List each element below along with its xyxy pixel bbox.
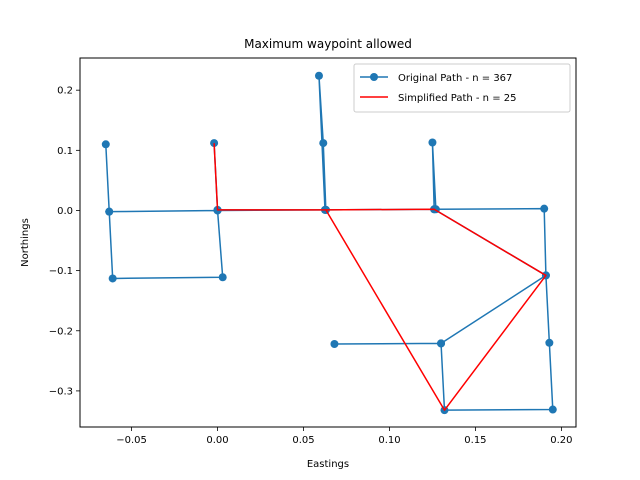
- data-point: [540, 204, 549, 213]
- x-axis-ticks: −0.05 0.00 0.05 0.10 0.15 0.20: [116, 427, 573, 446]
- series-1: [101, 71, 557, 415]
- x-axis-label: Eastings: [307, 459, 349, 470]
- data-point: [101, 140, 110, 149]
- data-point: [105, 207, 114, 216]
- series-line: [213, 143, 547, 411]
- legend: Original Path - n = 367 Simplified Path -…: [353, 63, 571, 113]
- y-tick-label: −0.3: [49, 386, 73, 397]
- chart-title: Maximum waypoint allowed: [244, 37, 412, 51]
- data-point: [218, 273, 227, 282]
- y-tick-label: 0.2: [57, 86, 73, 97]
- data-point: [330, 339, 339, 348]
- data-point: [319, 139, 328, 148]
- x-tick-label: 0.10: [378, 435, 400, 446]
- data-point: [428, 138, 437, 147]
- series-layer: [101, 71, 557, 415]
- legend-box: [353, 63, 571, 113]
- y-tick-label: 0.1: [57, 146, 73, 157]
- data-point: [437, 339, 446, 348]
- x-tick-label: −0.05: [116, 435, 147, 446]
- axes-frame: [79, 57, 577, 428]
- x-tick-label: 0.05: [292, 435, 314, 446]
- plot-area: −0.05 0.00 0.05 0.10 0.15 0.20 −0.3 −0.2 −0.1 0.…: [49, 57, 577, 446]
- data-point: [545, 338, 554, 347]
- legend-swatch-marker: [370, 73, 378, 81]
- data-point: [548, 405, 557, 414]
- data-point: [314, 71, 323, 80]
- y-tick-label: −0.2: [49, 326, 73, 337]
- y-tick-label: 0.0: [57, 206, 73, 217]
- x-tick-label: 0.15: [464, 435, 486, 446]
- data-point: [210, 139, 219, 148]
- x-tick-label: 0.00: [206, 435, 228, 446]
- y-tick-label: −0.1: [49, 266, 73, 277]
- series-2: [213, 143, 547, 411]
- data-point: [108, 274, 117, 283]
- legend-label: Original Path - n = 367: [398, 73, 512, 84]
- x-tick-label: 0.20: [550, 435, 572, 446]
- y-axis-ticks: −0.3 −0.2 −0.1 0.0 0.1 0.2: [49, 86, 80, 397]
- y-axis-label: Northings: [20, 218, 31, 267]
- legend-label: Simplified Path - n = 25: [398, 93, 516, 104]
- series-line: [105, 74, 554, 411]
